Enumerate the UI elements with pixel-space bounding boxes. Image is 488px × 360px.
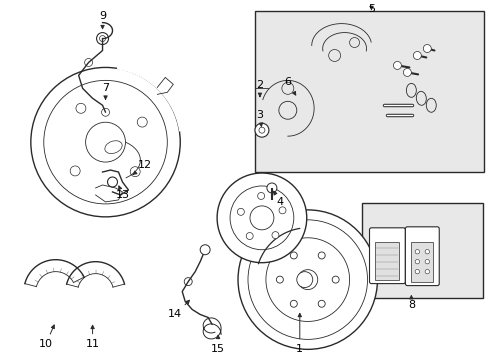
FancyBboxPatch shape [410, 242, 432, 282]
Circle shape [217, 173, 306, 263]
Circle shape [238, 210, 377, 349]
Circle shape [254, 123, 268, 137]
Text: 7: 7 [102, 84, 109, 99]
Circle shape [279, 207, 285, 214]
Circle shape [271, 231, 278, 239]
Circle shape [107, 177, 117, 187]
Circle shape [403, 68, 410, 76]
Circle shape [200, 245, 210, 255]
Circle shape [237, 208, 244, 215]
Circle shape [31, 67, 180, 217]
Bar [254, 11, 483, 172]
Text: 11: 11 [85, 325, 100, 349]
Circle shape [297, 270, 317, 289]
Circle shape [393, 62, 401, 69]
Text: 12: 12 [133, 160, 152, 175]
Text: 6: 6 [284, 77, 295, 95]
Circle shape [266, 183, 276, 193]
Circle shape [424, 260, 428, 264]
Text: 14: 14 [168, 300, 189, 319]
Text: 1: 1 [296, 313, 303, 354]
Circle shape [412, 51, 421, 59]
Text: 15: 15 [211, 335, 224, 354]
Circle shape [331, 276, 339, 283]
FancyBboxPatch shape [369, 228, 405, 284]
Circle shape [296, 272, 312, 288]
Text: 5: 5 [367, 4, 374, 14]
FancyBboxPatch shape [375, 242, 399, 280]
Circle shape [290, 300, 297, 307]
Text: 2: 2 [256, 80, 263, 96]
Circle shape [245, 233, 253, 239]
Bar [361, 203, 482, 298]
Text: 8: 8 [407, 296, 414, 310]
Text: 4: 4 [273, 191, 283, 207]
Circle shape [424, 249, 428, 254]
Circle shape [424, 269, 428, 274]
Circle shape [423, 45, 430, 53]
Circle shape [318, 252, 325, 259]
Circle shape [290, 252, 297, 259]
Text: 10: 10 [39, 325, 54, 349]
Circle shape [257, 193, 264, 199]
FancyBboxPatch shape [405, 227, 438, 285]
Circle shape [276, 276, 283, 283]
Circle shape [414, 249, 419, 254]
Circle shape [249, 206, 273, 230]
Text: 13: 13 [115, 186, 129, 200]
Text: 3: 3 [256, 110, 263, 126]
Circle shape [318, 300, 325, 307]
Circle shape [414, 260, 419, 264]
Text: 9: 9 [99, 11, 106, 29]
Circle shape [414, 269, 419, 274]
